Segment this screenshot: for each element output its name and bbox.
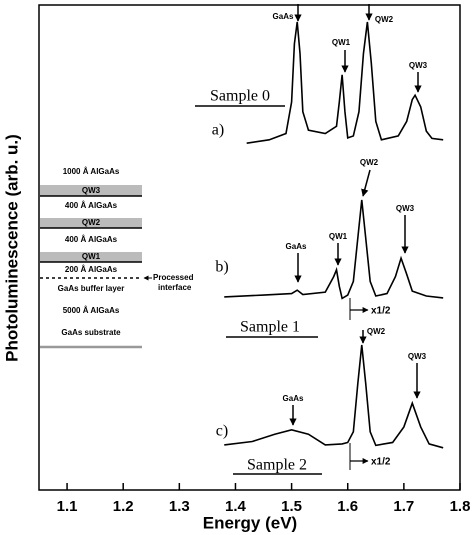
spectrum xyxy=(246,21,444,145)
x-tick-label: 1.3 xyxy=(169,498,190,515)
peak-label: QW2 xyxy=(375,15,394,24)
x-tick-label: 1.2 xyxy=(113,498,134,515)
peak-label: QW1 xyxy=(329,232,348,241)
spectrum xyxy=(224,344,444,449)
panel-label: b) xyxy=(215,259,228,276)
inset-layer-label: GaAs buffer layer xyxy=(58,284,125,293)
peak-label: GaAs xyxy=(286,242,307,251)
panel-label: a) xyxy=(212,122,224,139)
spectrum xyxy=(224,199,444,300)
x-axis-label: Energy (eV) xyxy=(203,513,297,532)
peak-label: QW3 xyxy=(409,61,428,70)
plot-frame xyxy=(38,4,461,491)
x-tick-label: 1.8 xyxy=(450,498,471,515)
peak-arrow xyxy=(361,169,371,197)
quantum-well-layer xyxy=(40,252,142,262)
peak-label: QW1 xyxy=(332,38,351,47)
x-tick-label: 1.5 xyxy=(281,498,302,515)
x-tick-label: 1.4 xyxy=(225,498,247,515)
inset-layer-label: QW1 xyxy=(82,252,101,261)
inset-layer-label: 1000 Å AlGaAs xyxy=(63,167,120,176)
sample-label: Sample 0 xyxy=(210,88,270,105)
inset-layer-label: 200 Å AlGaAs xyxy=(65,265,118,274)
inset-layer-label: QW3 xyxy=(82,186,101,195)
peak-label: QW3 xyxy=(396,204,415,213)
sample-label: Sample 1 xyxy=(240,319,300,336)
peak-label: GaAs xyxy=(273,12,294,21)
peak-label: GaAs xyxy=(283,394,304,403)
processed-interface-label: Processed interface xyxy=(153,273,194,292)
inset-layer-label: 400 Å AlGaAs xyxy=(65,235,118,244)
x-tick-label: 1.1 xyxy=(57,498,78,515)
inset-layer-label: 5000 Å AlGaAs xyxy=(63,306,120,315)
inset-layer-label: 400 Å AlGaAs xyxy=(65,201,118,210)
peak-label: QW3 xyxy=(408,352,427,361)
peak-label: QW2 xyxy=(367,327,386,336)
inset-layer-label: GaAs substrate xyxy=(61,328,121,337)
panel-label: c) xyxy=(216,423,228,440)
quantum-well-layer xyxy=(40,218,142,228)
sample-label: Sample 2 xyxy=(247,457,307,474)
x-tick-label: 1.7 xyxy=(393,498,414,515)
scale-note: x1/2 xyxy=(371,306,391,317)
inset-layer-label: QW2 xyxy=(82,218,101,227)
x-tick-label: 1.6 xyxy=(337,498,358,515)
quantum-well-layer xyxy=(40,185,142,196)
scale-note: x1/2 xyxy=(371,457,391,468)
peak-label: QW2 xyxy=(360,158,379,167)
y-axis-label: Photoluminescence (arb. u.) xyxy=(2,134,21,362)
